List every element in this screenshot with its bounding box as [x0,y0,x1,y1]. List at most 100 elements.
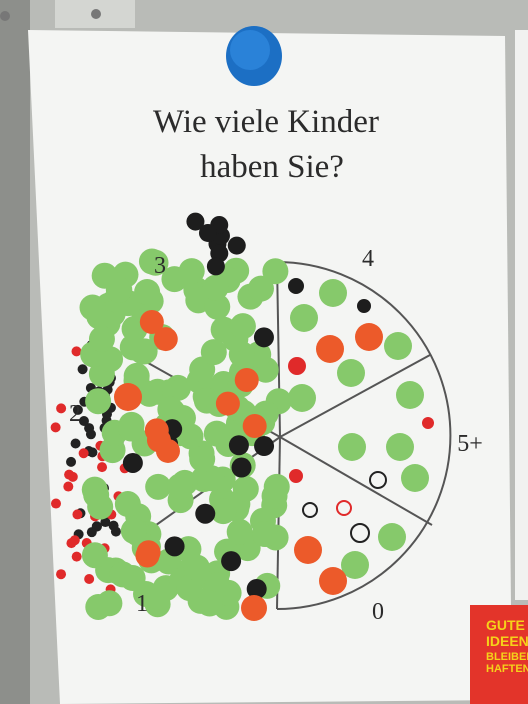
dot [144,418,169,443]
dot [196,590,223,617]
dot [145,473,172,500]
dot [226,518,253,545]
dot [253,327,274,348]
dot [81,542,108,569]
dot [206,257,225,276]
dot [252,521,279,548]
dot [164,536,185,557]
dot [67,471,78,482]
dot [338,433,366,461]
dot [246,578,267,599]
dot [288,384,316,412]
dot [72,509,83,520]
dot [97,462,108,473]
dot [176,574,203,601]
dot [166,473,193,500]
dot [200,339,227,366]
dot [396,381,424,409]
dot [153,327,178,352]
segment-label: 2 [69,401,81,427]
dot [198,223,217,242]
dot [87,493,114,520]
dot [91,521,102,532]
dot [294,536,322,564]
sticker-text: BLEIBEN [486,651,528,663]
dot [254,436,275,457]
dot [386,433,414,461]
title-line: Wie viele Kinder [153,104,379,140]
segment-label: 0 [372,599,384,625]
dot [231,457,252,478]
sticker-text: IDEEN [486,633,528,649]
segment-label: 1 [136,591,148,617]
segment-label: 5+ [457,431,483,457]
sticker-text: HAFTEN [486,663,528,675]
next-sheet [515,30,528,600]
dot [336,500,352,516]
dot [262,258,289,285]
dot [337,359,365,387]
pie-arc [276,261,452,610]
dot [384,332,412,360]
dot [401,464,429,492]
dot [228,435,249,456]
dot [136,380,163,407]
dot [50,422,61,433]
dot [63,481,74,492]
dot [114,383,142,411]
sticker-text: GUTE [486,617,525,633]
dot [227,236,246,255]
sticker-dots [50,212,434,621]
dot [234,367,259,392]
dot [134,278,161,305]
dot [96,590,123,617]
dot [78,448,89,459]
dot [84,423,95,434]
dot [247,275,274,302]
dot [242,414,267,439]
dot [221,551,242,572]
red-sticker [470,605,528,704]
dot [118,415,145,442]
dot [288,278,304,294]
dot [210,498,237,525]
dot [357,299,371,313]
dot [198,465,225,492]
dot [341,551,369,579]
dot [78,416,89,427]
segment-label: 4 [362,246,374,272]
dot [189,445,216,472]
dot [79,294,106,321]
dot [202,274,229,301]
dot [229,313,256,340]
dot [50,498,61,509]
board-frame [0,0,30,704]
dot [195,503,216,524]
dot [100,517,111,528]
dot [56,569,67,580]
dot [122,452,143,473]
dot [144,583,171,610]
dot [290,304,318,332]
dot [71,346,82,357]
magnet-top [230,30,270,70]
title-line: haben Sie? [200,149,344,185]
dot [288,357,306,375]
dot [84,574,95,585]
dot [70,438,81,449]
dot [77,364,88,375]
dot [119,565,146,592]
screw [0,11,10,21]
dot [241,595,267,621]
dot [138,248,165,275]
dot [66,456,77,467]
dot [369,471,387,489]
dot [319,279,347,307]
dot [66,538,77,549]
dot [232,475,259,502]
dot [85,388,112,415]
dot [87,447,98,458]
dot [178,258,205,285]
segment-label: 3 [154,253,166,279]
